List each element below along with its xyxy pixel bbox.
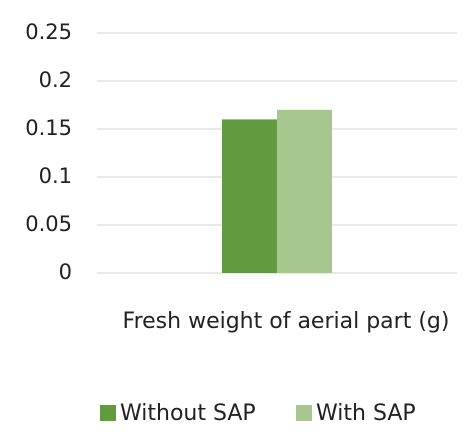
legend-swatch (296, 405, 312, 421)
bar (277, 109, 332, 273)
legend-swatch (100, 405, 116, 421)
y-tick-label: 0 (59, 260, 72, 284)
y-tick-label: 0.05 (25, 212, 72, 236)
x-tick-label: Fresh weight of aerial part (g) (122, 309, 450, 334)
y-tick-label: 0.2 (39, 68, 72, 92)
y-tick-label: 0.1 (39, 164, 72, 188)
y-tick-label: 0.25 (25, 20, 72, 44)
bar (222, 119, 277, 274)
legend-label: Without SAP (120, 401, 256, 426)
legend-label: With SAP (316, 401, 416, 426)
y-tick-label: 0.15 (25, 116, 72, 140)
